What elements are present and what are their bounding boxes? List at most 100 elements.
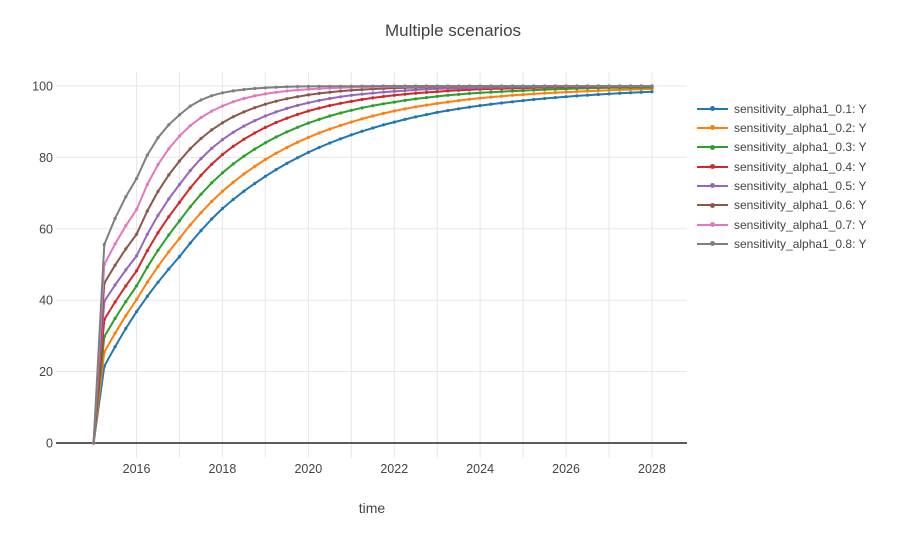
series-marker xyxy=(263,92,267,96)
series-marker xyxy=(113,283,117,287)
series-marker xyxy=(296,125,300,129)
series-marker xyxy=(156,213,160,217)
series-marker xyxy=(339,84,343,88)
series-marker xyxy=(253,106,257,110)
series-marker xyxy=(360,92,364,96)
series-marker xyxy=(489,84,493,88)
legend: sensitivity_alpha1_0.1: Y sensitivity_alp… xyxy=(697,99,867,254)
series-marker xyxy=(564,90,568,94)
legend-item-sensitivity_alpha1_0.8[interactable]: sensitivity_alpha1_0.8: Y xyxy=(697,234,867,253)
series-marker xyxy=(639,84,643,88)
legend-item-sensitivity_alpha1_0.7[interactable]: sensitivity_alpha1_0.7: Y xyxy=(697,215,867,234)
legend-item-sensitivity_alpha1_0.2[interactable]: sensitivity_alpha1_0.2: Y xyxy=(697,118,867,137)
series-marker xyxy=(263,141,267,145)
series-marker xyxy=(543,91,547,95)
series-marker xyxy=(242,189,246,193)
series-marker xyxy=(188,241,192,245)
series-marker xyxy=(113,242,117,246)
series-marker xyxy=(618,91,622,95)
series-marker xyxy=(403,107,407,111)
series-marker xyxy=(285,97,289,101)
series-marker xyxy=(446,84,450,88)
series-marker xyxy=(532,97,536,102)
series-marker xyxy=(167,147,171,151)
series-marker xyxy=(317,98,321,103)
series-marker xyxy=(381,123,386,127)
series-marker xyxy=(521,93,525,97)
series-marker xyxy=(328,127,332,131)
series-marker xyxy=(478,84,482,88)
legend-item-sensitivity_alpha1_0.5[interactable]: sensitivity_alpha1_0.5: Y xyxy=(697,176,867,195)
series-marker xyxy=(156,264,160,268)
series-marker xyxy=(446,89,450,93)
series-marker xyxy=(339,89,343,93)
legend-item-sensitivity_alpha1_0.4[interactable]: sensitivity_alpha1_0.4: Y xyxy=(697,157,867,176)
chart-title: Multiple scenarios xyxy=(384,21,522,40)
series-marker xyxy=(145,182,149,187)
series-marker xyxy=(575,90,579,94)
series-marker xyxy=(446,100,450,104)
x-tick-label: 2016 xyxy=(123,462,151,476)
series-marker xyxy=(349,88,353,92)
legend-item-sensitivity_alpha1_0.1[interactable]: sensitivity_alpha1_0.1: Y xyxy=(697,99,867,118)
x-tick-label: 2018 xyxy=(209,462,237,476)
series-marker xyxy=(457,107,461,111)
series-marker xyxy=(457,99,461,103)
legend-line-swatch xyxy=(697,125,728,131)
series-marker xyxy=(371,96,375,100)
y-tick-label: 40 xyxy=(39,294,53,308)
series-marker xyxy=(199,116,203,120)
series-marker xyxy=(231,89,235,93)
series-marker xyxy=(328,141,332,145)
series-marker xyxy=(220,138,225,142)
series-marker xyxy=(274,120,278,125)
series-marker xyxy=(424,90,429,94)
y-tick-label: 60 xyxy=(39,222,53,236)
series-marker xyxy=(414,84,418,88)
series-marker xyxy=(371,91,375,95)
series-marker xyxy=(564,84,568,88)
series-marker xyxy=(253,94,257,98)
series-marker xyxy=(360,97,364,102)
series-marker xyxy=(145,249,149,253)
series-marker xyxy=(628,84,633,88)
series-markers-sensitivity_alpha1_0.8 xyxy=(92,84,654,445)
series-marker xyxy=(253,147,257,151)
series-marker xyxy=(339,101,343,105)
series-marker xyxy=(306,109,310,113)
series-marker xyxy=(124,314,128,318)
series-marker xyxy=(92,441,96,445)
plot-area[interactable] xyxy=(56,72,687,458)
series-marker xyxy=(124,247,128,251)
series-marker xyxy=(371,114,375,118)
legend-item-sensitivity_alpha1_0.3[interactable]: sensitivity_alpha1_0.3: Y xyxy=(697,138,867,157)
series-marker xyxy=(478,91,482,95)
legend-marker-icon xyxy=(710,144,715,150)
series-marker xyxy=(113,331,117,335)
series-marker xyxy=(274,168,278,172)
series-marker xyxy=(435,94,439,98)
series-marker xyxy=(253,181,257,186)
series-marker xyxy=(156,136,160,140)
x-tick-label: 2024 xyxy=(466,462,494,476)
series-marker xyxy=(306,84,310,88)
series-marker xyxy=(210,162,214,166)
legend-line-swatch xyxy=(697,183,728,189)
legend-item-sensitivity_alpha1_0.6[interactable]: sensitivity_alpha1_0.6: Y xyxy=(697,196,867,215)
series-marker xyxy=(135,284,139,288)
x-tick-label: 2022 xyxy=(380,462,408,476)
series-marker xyxy=(296,88,300,92)
series-marker xyxy=(424,103,429,107)
series-marker xyxy=(296,84,300,89)
series-marker xyxy=(274,99,278,103)
series-markers-sensitivity_alpha1_0.2 xyxy=(92,87,654,445)
series-marker xyxy=(650,90,654,94)
series-marker xyxy=(360,129,364,133)
series-marker xyxy=(242,137,246,141)
series-marker xyxy=(220,152,225,157)
series-marker xyxy=(231,197,235,202)
series-marker xyxy=(274,90,278,94)
series-marker xyxy=(177,134,182,138)
